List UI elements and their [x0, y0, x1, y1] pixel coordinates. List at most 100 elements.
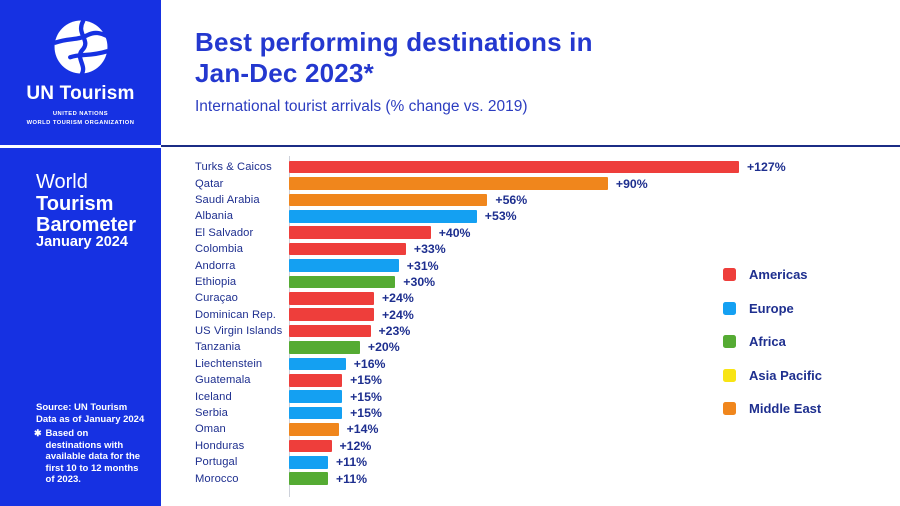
report-title: World Tourism Barometer	[36, 171, 137, 237]
legend-item: Europe	[723, 300, 822, 316]
brand-block: UN Tourism UNITED NATIONS WORLD TOURISM …	[0, 0, 161, 128]
country-label: Iceland	[195, 390, 232, 403]
bar-americas	[289, 242, 406, 256]
sidebar-separator	[0, 145, 161, 148]
legend-swatch-icon	[723, 402, 736, 415]
value-label: +14%	[346, 422, 379, 437]
asterisk-star-icon: ✱	[34, 428, 42, 438]
bar-americas	[289, 373, 343, 387]
bar-middle-east	[289, 177, 608, 190]
legend-item: Middle East	[723, 401, 822, 416]
country-label: Saudi Arabia	[195, 193, 260, 206]
chart-row: Tanzania +20%	[195, 339, 786, 355]
country-label: Portugal	[195, 456, 238, 469]
value-label: +33%	[413, 242, 446, 257]
country-label: Dominican Rep.	[195, 308, 276, 321]
page-subtitle: International tourist arrivals (% change…	[195, 98, 528, 115]
bar-americas	[289, 308, 374, 321]
chart-row: Saudi Arabia +56%	[195, 192, 786, 208]
sidebar: UN Tourism UNITED NATIONS WORLD TOURISM …	[0, 0, 161, 506]
bar-middle-east	[289, 193, 488, 207]
bar-africa	[289, 275, 396, 289]
bar-europe	[289, 259, 399, 272]
bar-europe	[289, 455, 328, 469]
country-label: El Salvador	[195, 226, 254, 239]
value-label: +56%	[495, 192, 528, 207]
brand-org-line2: WORLD TOURISM ORGANIZATION	[26, 119, 135, 126]
chart-row: Oman +14%	[195, 421, 786, 437]
page-title-line2: Jan-Dec 2023*	[195, 58, 374, 88]
country-label: Albania	[195, 210, 234, 223]
chart-row: Curaçao +24%	[195, 290, 786, 306]
value-label: +30%	[403, 274, 436, 289]
country-label: Curaçao	[195, 292, 238, 305]
value-label: +15%	[350, 389, 382, 404]
country-label: Ethiopia	[195, 275, 237, 288]
header-divider	[161, 145, 900, 147]
bar-americas	[289, 292, 374, 305]
bar-americas	[289, 226, 431, 240]
un-tourism-logo-icon	[52, 18, 110, 76]
chart-row: Iceland +15%	[195, 388, 786, 404]
page-title: Best performing destinations in Jan-Dec …	[195, 27, 593, 89]
brand-name: UN Tourism	[26, 83, 135, 104]
brand-org: UNITED NATIONS WORLD TOURISM ORGANIZATIO…	[0, 110, 161, 128]
report-title-line3: Barometer	[36, 214, 137, 236]
country-label: US Virgin Islands	[195, 325, 283, 338]
value-label: +127%	[747, 160, 786, 175]
source-note: Source: UN Tourism Data as of January 20…	[36, 402, 144, 426]
report-title-line1: World	[36, 171, 88, 193]
brand-org-line1: UNITED NATIONS	[52, 111, 109, 117]
source-line2: Data as of January 2024	[36, 413, 145, 425]
bar-europe	[289, 406, 343, 420]
chart-row: Liechtenstein +16%	[195, 356, 786, 372]
value-label: +15%	[350, 373, 382, 388]
legend-label: Middle East	[749, 401, 822, 416]
chart-row: Morocco +11%	[195, 470, 786, 486]
country-label: Guatemala	[195, 374, 251, 387]
value-label: +11%	[336, 455, 368, 470]
bar-europe	[289, 210, 477, 223]
country-label: Andorra	[195, 259, 236, 272]
page-title-line1: Best performing destinations in	[195, 27, 593, 57]
value-label: +12%	[339, 438, 372, 453]
chart-row: Albania +53%	[195, 208, 786, 224]
value-label: +15%	[350, 406, 382, 421]
chart-legend: Americas Europe Africa Asia Pacific Middle E…	[723, 267, 822, 436]
report-title-line2: Tourism	[36, 192, 114, 215]
legend-item: Africa	[723, 334, 822, 349]
country-label: Oman	[195, 423, 226, 436]
legend-label: Europe	[749, 300, 794, 316]
bar-europe	[289, 390, 343, 403]
chart-row: Colombia +33%	[195, 241, 786, 257]
country-label: Honduras	[195, 439, 245, 452]
value-label: +23%	[378, 324, 411, 339]
value-label: +11%	[336, 471, 368, 486]
bar-americas	[289, 160, 739, 174]
legend-item: Americas	[723, 267, 822, 282]
value-label: +24%	[382, 291, 414, 306]
value-label: +40%	[438, 225, 471, 240]
source-line1: Source: UN Tourism	[36, 402, 128, 413]
footnote: ✱ Based on destinations with available d…	[34, 428, 146, 486]
country-label: Colombia	[195, 243, 244, 256]
bar-chart: Turks & Caicos +127% Qatar +90% Saudi Arabia…	[195, 159, 786, 487]
legend-swatch-icon	[723, 301, 736, 315]
bar-americas	[289, 324, 371, 338]
value-label: +16%	[353, 356, 386, 371]
legend-label: Africa	[749, 334, 786, 349]
chart-row: Serbia +15%	[195, 405, 786, 421]
chart-row: Ethiopia +30%	[195, 274, 786, 290]
country-label: Tanzania	[195, 341, 241, 354]
legend-swatch-icon	[723, 368, 736, 382]
chart-row: US Virgin Islands +23%	[195, 323, 786, 339]
legend-label: Asia Pacific	[749, 367, 822, 383]
chart-row: Guatemala +15%	[195, 372, 786, 388]
bar-africa	[289, 472, 328, 485]
country-label: Qatar	[195, 177, 224, 190]
legend-item: Asia Pacific	[723, 367, 822, 383]
chart-row: El Salvador +40%	[195, 225, 786, 241]
country-label: Turks & Caicos	[195, 161, 272, 174]
chart-row: Turks & Caicos +127%	[195, 159, 786, 175]
bar-europe	[289, 357, 346, 371]
